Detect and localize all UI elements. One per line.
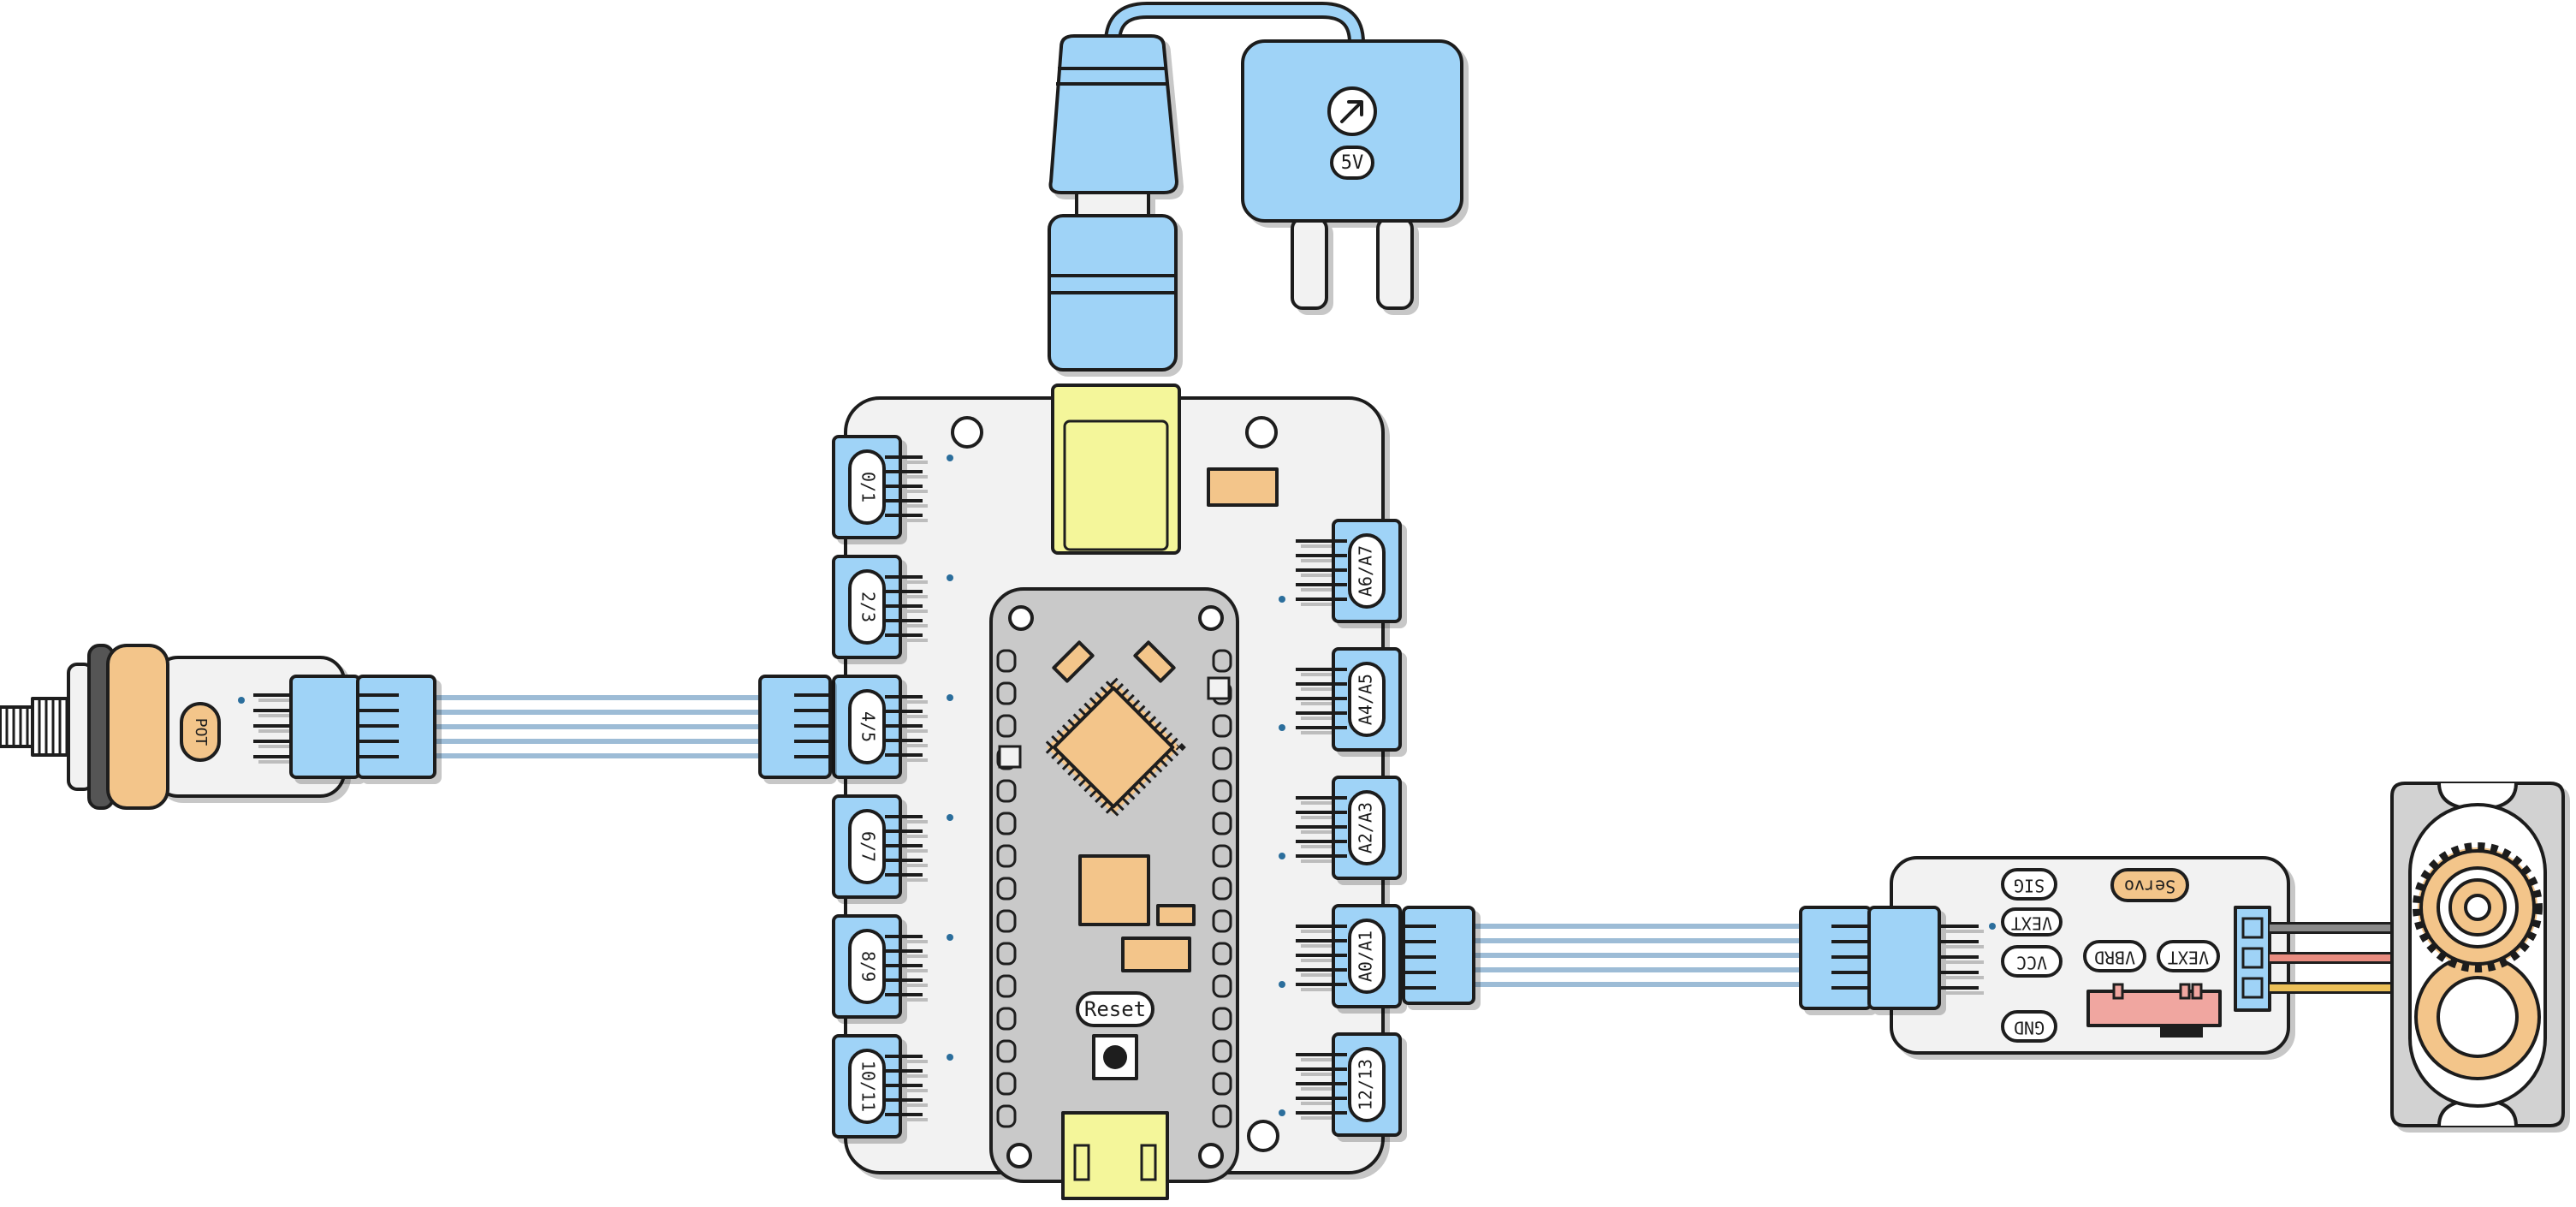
usb-plug [1048, 34, 1178, 372]
port-label: 8/9 [858, 951, 879, 982]
servo-pin-header [2234, 906, 2271, 1012]
port-2-3[interactable]: 2/3 [832, 555, 923, 659]
port-label: 0/1 [858, 472, 879, 502]
nano-pin [996, 779, 1017, 803]
servo-driver-module: SIG VEXT VCC GND VBRD VEXT Servo [1799, 856, 2290, 1055]
pot-shaft [0, 697, 75, 757]
nano-pin [1212, 1072, 1232, 1096]
nano-pin [1212, 909, 1232, 933]
port-label: A6/A7 [1356, 545, 1376, 597]
servo-driver-connector [1799, 906, 1979, 1010]
arrow-up-right-icon [1340, 100, 1363, 123]
ribbon-plug-board-left [758, 675, 832, 779]
nano-pin [1212, 1039, 1232, 1063]
nano-pin [996, 974, 1017, 998]
nano-pin [996, 649, 1017, 673]
nano-pin [1212, 812, 1232, 835]
ribbon-cable-pot [432, 695, 762, 758]
voltage-label: 5V [1341, 152, 1364, 174]
pin-label-vbrd: VBRD [2094, 948, 2135, 968]
port-4-5[interactable]: 4/5 [832, 675, 923, 779]
nano-pin [996, 942, 1017, 966]
pin-label-sig: SIG [2014, 876, 2045, 896]
nano-pin [996, 812, 1017, 835]
port-a4-a5[interactable]: A4/A5 [1296, 647, 1402, 752]
nano-pin [1212, 714, 1232, 738]
nano-module: Reset [989, 587, 1239, 1200]
port-6-7[interactable]: 6/7 [832, 794, 923, 899]
nano-pin [1212, 649, 1232, 673]
ribbon-plug-board-right [1400, 906, 1475, 1005]
port-10-11[interactable]: 10/11 [832, 1034, 923, 1139]
nano-pin [996, 1007, 1017, 1031]
reset-label: Reset [1084, 997, 1146, 1021]
port-label: A0/A1 [1356, 931, 1376, 982]
port-a2-a3[interactable]: A2/A3 [1296, 776, 1402, 880]
port-label: A2/A3 [1356, 802, 1376, 853]
nano-pin [996, 909, 1017, 933]
nano-pin [1212, 1104, 1232, 1128]
servo-wires [2270, 922, 2396, 994]
potentiometer-module: POT [0, 644, 436, 810]
nano-pin [996, 1072, 1017, 1096]
mcu-chip [1041, 675, 1186, 820]
power-adapter: 5V [1241, 39, 1463, 310]
port-label: 2/3 [858, 592, 879, 622]
nano-pin [1212, 844, 1232, 868]
port-label: 6/7 [858, 831, 879, 862]
nano-pin [1212, 942, 1232, 966]
nano-pin [996, 877, 1017, 901]
pin-label-vcc: VCC [2016, 953, 2047, 973]
pin-label-vext-side: VEXT [2168, 948, 2209, 968]
nano-pin [996, 844, 1017, 868]
port-a6-a7[interactable]: A6/A7 [1296, 519, 1402, 623]
nano-pins-left [996, 649, 1017, 1128]
port-0-1[interactable]: 0/1 [832, 435, 923, 539]
pin-label-vext-top: VEXT [2011, 913, 2052, 934]
nano-pin [996, 1039, 1017, 1063]
nano-pin [1212, 746, 1232, 770]
nano-pin [1212, 779, 1232, 803]
board-ports-left: 0/1 2/3 4/5 6/7 8/9 10/11 [832, 435, 923, 1139]
servo-driver-title: Servo [2124, 877, 2175, 897]
ribbon-cable-servo [1472, 924, 1801, 987]
reset-button[interactable] [1103, 1045, 1127, 1069]
nano-pin [996, 714, 1017, 738]
pin-label-gnd: GND [2014, 1018, 2045, 1038]
nano-pin [996, 681, 1017, 705]
port-label: 10/11 [858, 1061, 879, 1112]
port-8-9[interactable]: 8/9 [832, 914, 923, 1019]
nano-pin [1212, 877, 1232, 901]
pot-connector [253, 675, 436, 779]
pot-label: POT [192, 718, 210, 746]
port-label: 4/5 [858, 711, 879, 742]
servo-motor [2390, 782, 2565, 1127]
board-ports-right: A6/A7 A4/A5 A2/A3 A0/A1 12/13 [1296, 519, 1402, 1137]
nano-pin [1212, 974, 1232, 998]
port-label: A4/A5 [1356, 674, 1376, 725]
port-12-13[interactable]: 12/13 [1296, 1032, 1402, 1137]
nano-pins-right [1212, 649, 1232, 1128]
nano-pin [1212, 1007, 1232, 1031]
nano-pin [996, 1104, 1017, 1128]
port-label: 12/13 [1356, 1059, 1376, 1110]
